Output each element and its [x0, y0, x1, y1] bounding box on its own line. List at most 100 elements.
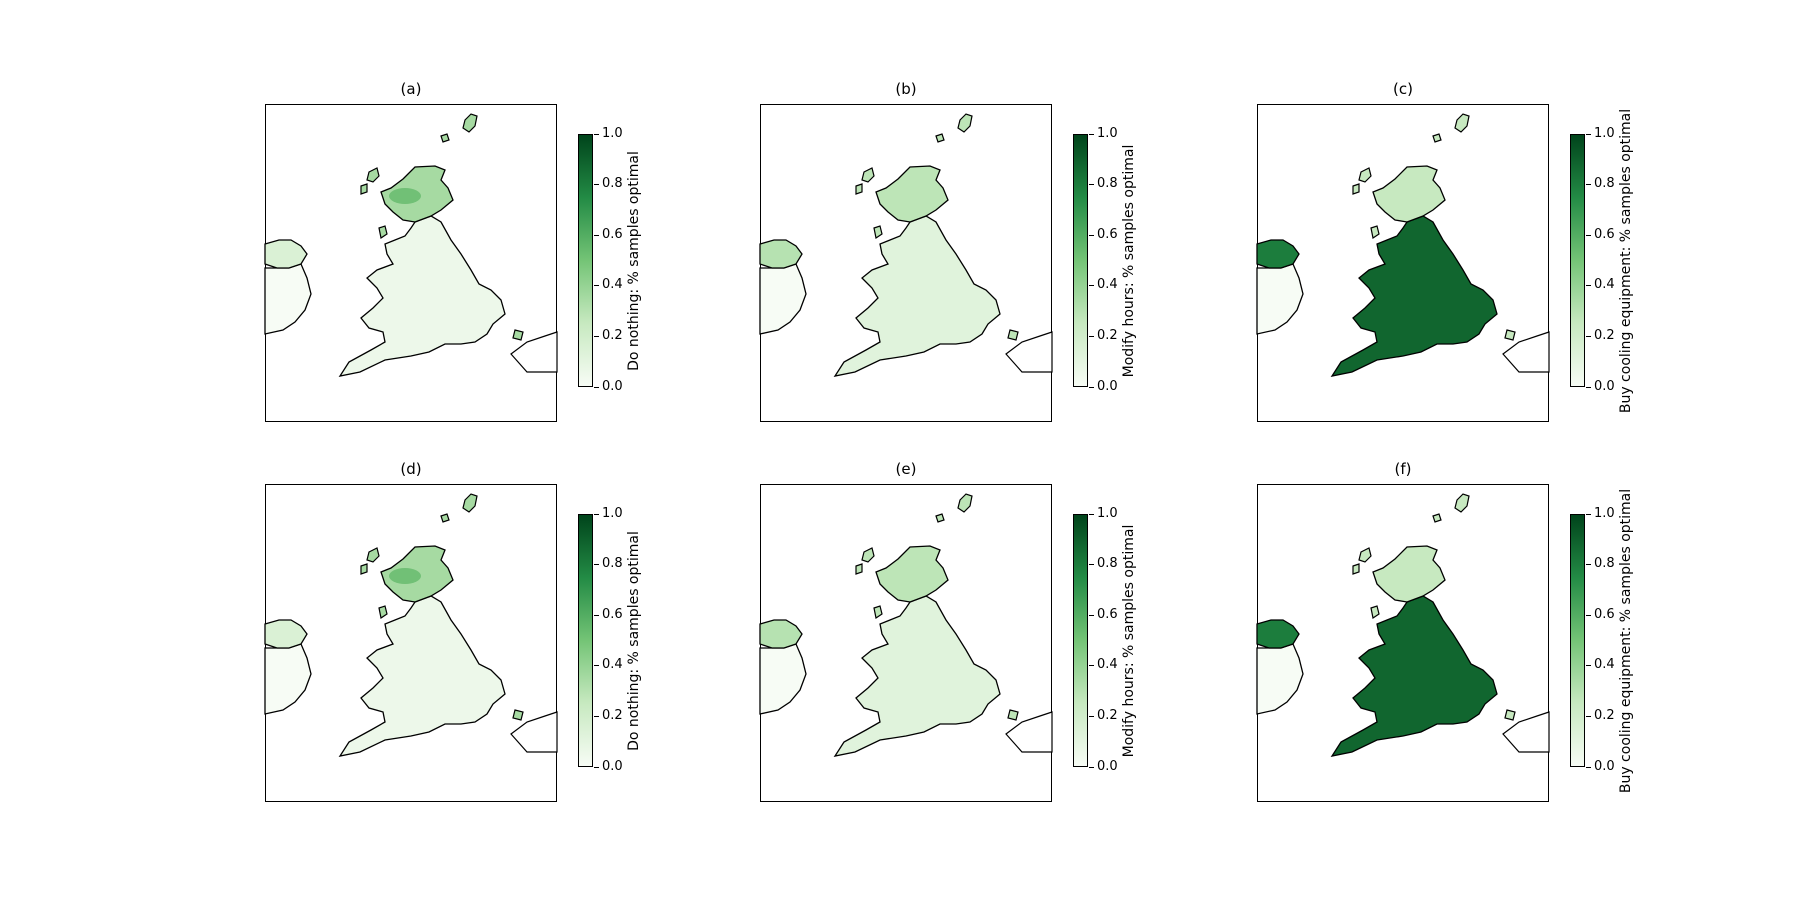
colorbar-tick-label: 1.0	[602, 126, 623, 141]
colorbar-tick	[1089, 235, 1094, 236]
map-plot	[1256, 484, 1550, 802]
northern-ireland-land	[759, 239, 803, 269]
colorbar-tick	[1089, 665, 1094, 666]
island-land	[957, 493, 973, 513]
colorbar-tick-label: 0.2	[1594, 328, 1615, 343]
colorbar-tick	[594, 564, 599, 565]
colorbar-label: Do nothing: % samples optimal	[626, 531, 642, 751]
northern-ireland-land	[1256, 239, 1300, 269]
island-land	[1370, 605, 1380, 619]
france-coast	[1005, 331, 1053, 373]
colorbar-tick	[594, 184, 599, 185]
colorbar-tick-label: 0.8	[1594, 176, 1615, 191]
highland-patch	[389, 188, 421, 204]
island-land	[440, 513, 450, 523]
england-wales-land	[1330, 595, 1498, 757]
map-plot	[1256, 104, 1550, 422]
map-plot	[759, 484, 1053, 802]
colorbar-tick-label: 1.0	[1594, 506, 1615, 521]
island-land	[512, 709, 524, 721]
map-panel-c: (c) 0.0 0.2 0.4 0.6 0.8 1.0 Buy cooling equipme…	[1256, 80, 1777, 460]
france-coast	[510, 711, 558, 753]
colorbar	[578, 514, 593, 767]
colorbar-label: Buy cooling equipment: % samples optimal	[1618, 488, 1634, 794]
colorbar-tick	[1586, 615, 1591, 616]
colorbar-tick-label: 0.8	[602, 176, 623, 191]
colorbar	[578, 134, 593, 387]
colorbar-tick-label: 0.4	[1097, 657, 1118, 672]
colorbar-tick-label: 0.6	[1097, 607, 1118, 622]
colorbar-tick-label: 0.2	[1594, 708, 1615, 723]
colorbar-tick	[1089, 285, 1094, 286]
northern-ireland-land	[264, 619, 308, 649]
map-panel-b: (b) 0.0 0.2 0.4 0.6 0.8 1.0 Modify hours: % sam…	[759, 80, 1280, 460]
colorbar-tick-label: 0.2	[602, 328, 623, 343]
england-wales-land	[1330, 215, 1498, 377]
island-land	[1370, 225, 1380, 239]
colorbar-tick-label: 0.0	[1594, 379, 1615, 394]
northern-ireland-land	[759, 619, 803, 649]
colorbar-tick	[594, 767, 599, 768]
colorbar-tick-label: 0.0	[602, 379, 623, 394]
island-land	[378, 225, 388, 239]
northern-ireland-land	[264, 239, 308, 269]
colorbar-tick-label: 0.4	[602, 277, 623, 292]
colorbar-tick	[1586, 184, 1591, 185]
island-land	[462, 113, 478, 133]
island-land	[873, 605, 883, 619]
panel-title: (c)	[1393, 80, 1413, 98]
colorbar-tick	[1586, 564, 1591, 565]
map-panel-f: (f) 0.0 0.2 0.4 0.6 0.8 1.0 Buy cooling equipme…	[1256, 460, 1777, 840]
colorbar-tick-label: 0.4	[1594, 277, 1615, 292]
colorbar-tick-label: 0.6	[1594, 607, 1615, 622]
island-land	[1504, 329, 1516, 341]
island-land	[440, 133, 450, 143]
colorbar-tick	[1089, 387, 1094, 388]
colorbar-tick	[1089, 615, 1094, 616]
colorbar-tick-label: 0.4	[1097, 277, 1118, 292]
colorbar	[1073, 134, 1088, 387]
island-land	[378, 605, 388, 619]
island-land	[1352, 563, 1360, 575]
colorbar	[1073, 514, 1088, 767]
colorbar-tick	[1586, 134, 1591, 135]
panel-title: (a)	[400, 80, 422, 98]
island-land	[1358, 167, 1372, 183]
colorbar-tick	[1089, 184, 1094, 185]
colorbar-tick	[594, 235, 599, 236]
colorbar-tick-label: 0.6	[1594, 227, 1615, 242]
island-land	[861, 167, 875, 183]
island-land	[957, 113, 973, 133]
island-land	[935, 133, 945, 143]
colorbar-tick-label: 0.0	[1097, 379, 1118, 394]
map-panel-a: (a) 0.0 0.2 0.4 0.6 0.8 1.0 Do nothing: % sampl…	[264, 80, 785, 460]
colorbar-tick-label: 1.0	[1594, 126, 1615, 141]
colorbar-tick-label: 0.0	[1594, 759, 1615, 774]
colorbar-tick-label: 0.2	[1097, 708, 1118, 723]
colorbar-tick-label: 0.4	[1594, 657, 1615, 672]
england-wales-land	[833, 595, 1001, 757]
france-coast	[1502, 331, 1550, 373]
map-plot	[759, 104, 1053, 422]
england-wales-land	[338, 215, 506, 377]
colorbar-tick	[594, 615, 599, 616]
island-land	[360, 183, 368, 195]
panel-title: (f)	[1394, 460, 1412, 478]
colorbar-tick-label: 0.8	[1594, 556, 1615, 571]
island-land	[1432, 513, 1442, 523]
colorbar-tick-label: 0.8	[1097, 176, 1118, 191]
island-land	[1007, 709, 1019, 721]
colorbar-tick	[1089, 336, 1094, 337]
france-coast	[1502, 711, 1550, 753]
map-panel-e: (e) 0.0 0.2 0.4 0.6 0.8 1.0 Modify hours: % sam…	[759, 460, 1280, 840]
colorbar-label: Buy cooling equipment: % samples optimal	[1618, 108, 1634, 414]
island-land	[1454, 113, 1470, 133]
colorbar-tick-label: 0.2	[1097, 328, 1118, 343]
colorbar-tick	[594, 665, 599, 666]
france-coast	[1005, 711, 1053, 753]
england-wales-land	[833, 215, 1001, 377]
northern-ireland-land	[1256, 619, 1300, 649]
colorbar-tick-label: 0.0	[602, 759, 623, 774]
highland-patch	[389, 568, 421, 584]
